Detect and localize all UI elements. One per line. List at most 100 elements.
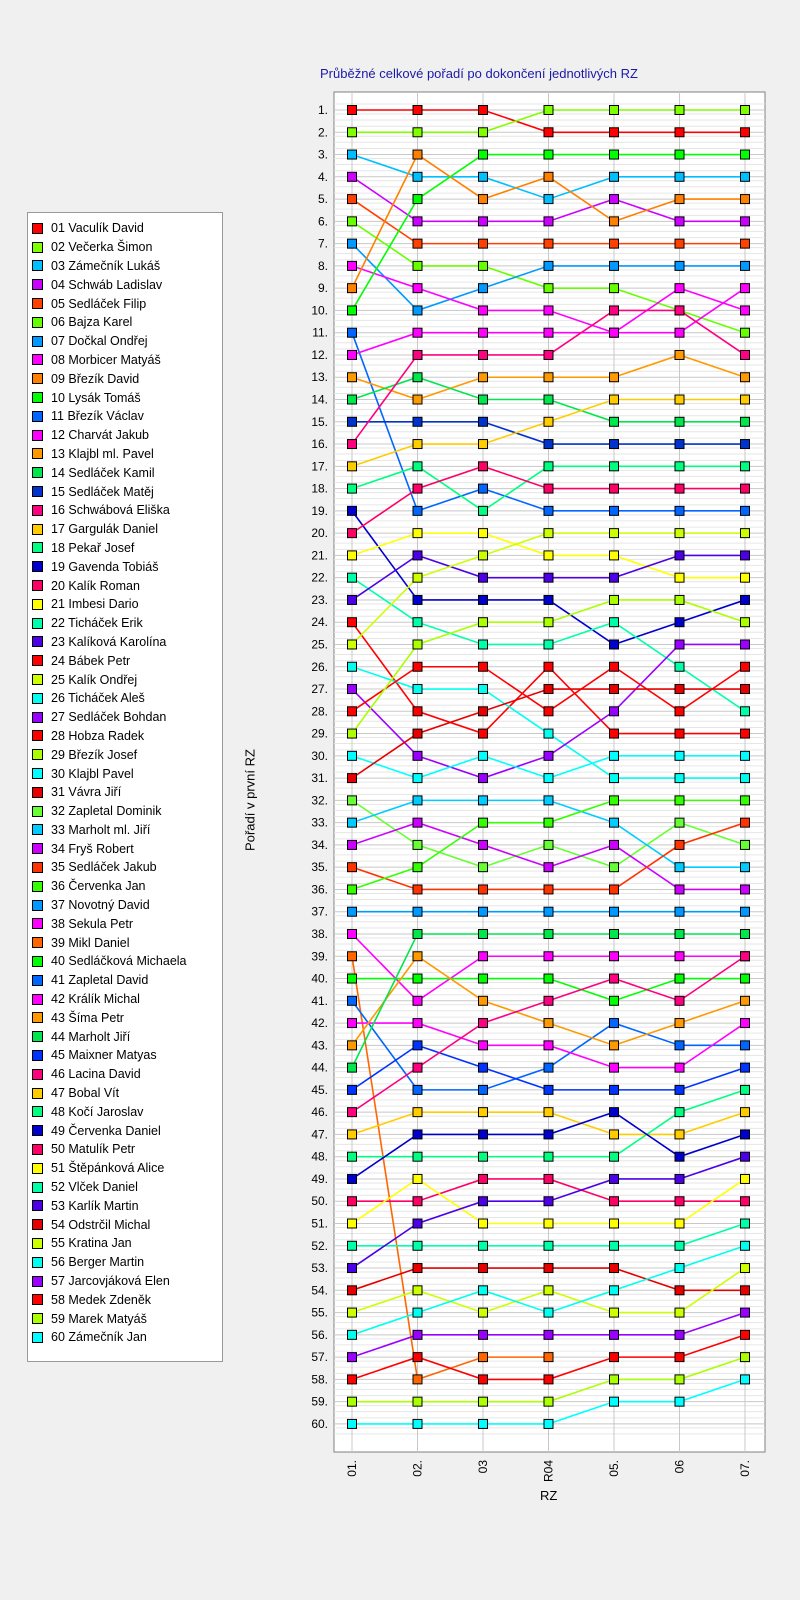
legend-item: 52 Vlček Daniel [28,1178,222,1197]
series-point [347,505,357,516]
series-point [478,149,488,160]
legend-item: 33 Marholt ml. Jiří [28,821,222,840]
series-point [740,327,750,338]
series-point [674,439,685,450]
series-point [740,283,750,294]
series-point [543,550,554,561]
series-point [543,884,554,895]
legend-swatch [32,260,43,272]
series-point [412,1263,423,1274]
legend-label: 17 Gargulák Daniel [51,522,159,537]
series-point [740,594,750,605]
series-point [740,349,750,360]
series-point [740,1307,750,1318]
series-point [740,171,750,182]
legend-label: 24 Bábek Petr [51,653,131,668]
series-point [543,1151,554,1162]
series-point [347,1374,357,1385]
legend-swatch [32,542,43,554]
y-tick-label: 4. [318,170,328,184]
series-point [543,105,554,115]
series-point [609,1396,619,1407]
series-point [412,461,423,472]
legend-swatch [32,1219,43,1231]
series-point [740,149,750,160]
legend-item: 43 Šíma Petr [28,1008,222,1027]
series-point [609,572,619,583]
series-point [347,1129,357,1140]
series-point [740,951,750,962]
series-point [609,305,619,316]
series-point [740,1062,750,1073]
series-point [412,839,423,850]
legend-label: 49 Červenka Daniel [51,1123,161,1138]
series-point [543,349,554,360]
series-point [412,327,423,338]
series-point [674,839,685,850]
legend-item: 58 Medek Zdeněk [28,1290,222,1309]
legend-swatch [32,598,43,610]
series-point [674,528,685,539]
series-point [674,728,685,739]
legend-swatch [32,955,43,967]
series-point [609,684,619,695]
series-point [543,1173,554,1184]
series-point [674,973,685,984]
series-point [543,283,554,294]
series-point [674,149,685,160]
series-point [412,1151,423,1162]
legend-label: 12 Charvát Jakub [51,428,149,443]
y-tick-label: 36. [311,882,328,896]
series-point [609,1218,619,1229]
series-point [609,550,619,561]
series-point [478,1396,488,1407]
legend-swatch [32,335,43,347]
series-point [347,1173,357,1184]
series-point [347,572,357,583]
legend-label: 35 Sedláček Jakub [51,860,157,875]
legend-label: 60 Zámečník Jan [51,1330,147,1345]
series-point [347,528,357,539]
series-point [543,305,554,316]
series-point [412,1240,423,1251]
series-point [478,1263,488,1274]
series-point [478,416,488,427]
series-point [740,1018,750,1029]
series-point [609,1263,619,1274]
series-point [478,973,488,984]
series-point [740,1107,750,1118]
series-point [478,839,488,850]
legend-swatch [32,1049,43,1061]
series-point [543,1062,554,1073]
series-point [609,461,619,472]
legend-swatch [32,1068,43,1080]
series-point [478,594,488,605]
y-tick-label: 29. [311,727,328,741]
legend-swatch [32,1237,43,1249]
legend-item: 24 Bábek Petr [28,651,222,670]
legend-swatch [32,1256,43,1268]
legend-item: 17 Gargulák Daniel [28,520,222,539]
series-point [674,817,685,828]
legend-swatch [32,392,43,404]
legend-swatch [32,786,43,798]
series-point [478,1374,488,1385]
legend-item: 55 Kratina Jan [28,1234,222,1253]
legend-item: 14 Sedláček Kamil [28,463,222,482]
series-point [412,1173,423,1184]
series-point [478,1040,488,1051]
series-point [674,260,685,271]
series-point [543,862,554,873]
legend-label: 45 Maixner Matyas [51,1048,157,1063]
series-point [609,1374,619,1385]
y-tick-label: 44. [311,1061,328,1075]
series-point [347,416,357,427]
y-tick-label: 26. [311,660,328,674]
series-point [543,951,554,962]
series-point [609,1107,619,1118]
legend-item: 07 Dočkal Ondřej [28,332,222,351]
series-point [412,483,423,494]
legend-item: 46 Lacina David [28,1065,222,1084]
series-point [543,1240,554,1251]
